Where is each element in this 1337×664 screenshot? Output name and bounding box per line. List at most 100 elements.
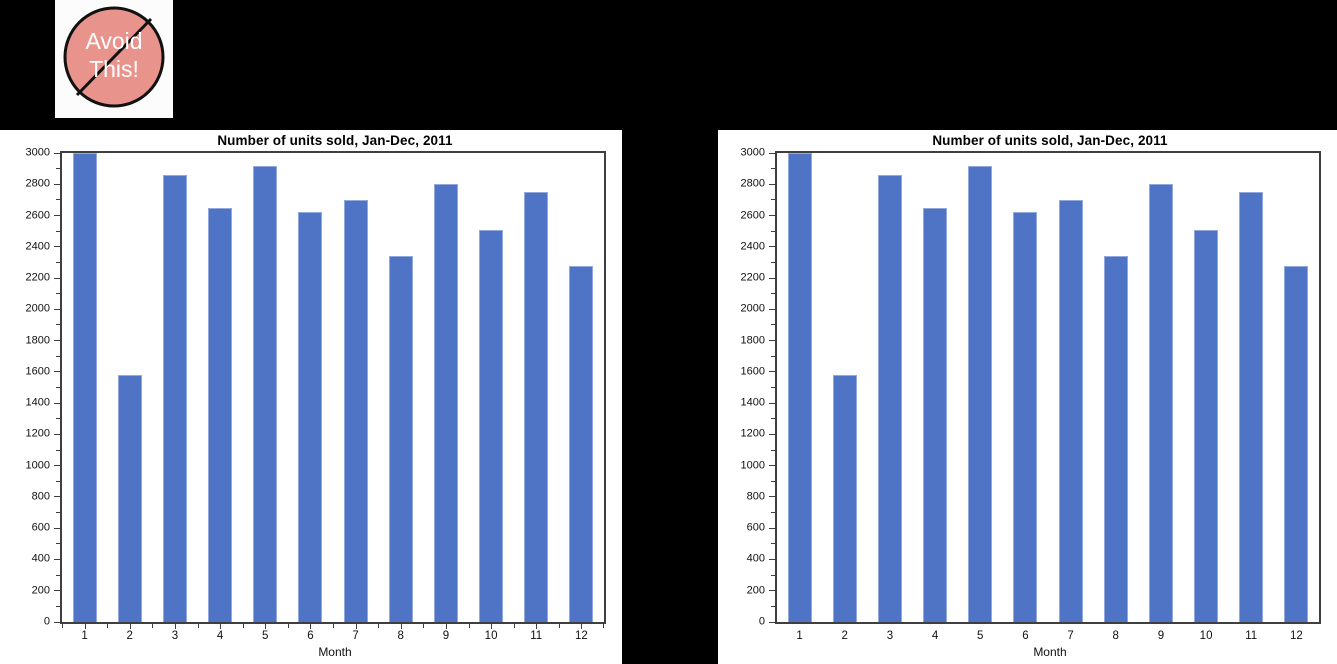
y-axis-tick-label: 2600 [740, 209, 765, 222]
y-axis-tick-label: 2000 [740, 302, 765, 315]
bar-month-12 [1284, 265, 1309, 622]
y-axis-tick [54, 621, 60, 623]
y-axis-tick [54, 465, 60, 467]
y-axis-tick-label: 1200 [740, 427, 765, 440]
x-axis-minor-tick [242, 624, 244, 628]
bar-month-1 [787, 153, 812, 622]
bar-month-8 [1103, 256, 1128, 622]
x-axis-tick-label: 9 [1157, 630, 1165, 642]
y-axis-tick-label: 1400 [740, 396, 765, 409]
y-axis-tick [56, 261, 60, 263]
x-axis-minor-tick [152, 624, 154, 628]
bar-month-4 [923, 207, 948, 622]
x-axis-minor-tick [513, 624, 515, 628]
x-axis-tick-label: 8 [397, 630, 404, 642]
bar-month-9 [1148, 184, 1173, 622]
bar-month-9 [433, 184, 458, 622]
y-axis-tick [54, 433, 60, 435]
y-axis-tick [54, 590, 60, 592]
y-axis-tick-label: 600 [31, 521, 50, 534]
y-axis-tick-label: 3000 [25, 146, 50, 159]
x-axis-major-tick [355, 624, 357, 629]
y-axis-tick [771, 574, 775, 576]
y-axis-tick-label: 0 [758, 615, 765, 628]
y-axis-tick [769, 402, 775, 404]
y-axis-tick [771, 480, 775, 482]
bar-month-1 [72, 153, 97, 622]
y-axis-tick [54, 246, 60, 248]
y-axis-tick [771, 199, 775, 201]
x-axis-tick-label: 3 [171, 630, 179, 642]
chart-panel-left: Number of units sold, Jan-Dec, 2011 0 200… [0, 130, 622, 664]
y-axis-tick [54, 558, 60, 560]
x-axis-minor-tick [197, 624, 199, 628]
y-axis-tick [56, 324, 60, 326]
y-axis-tick [54, 308, 60, 310]
x-axis-title: Month [318, 645, 352, 659]
y-axis-tick [54, 277, 60, 279]
y-axis-tick [56, 543, 60, 545]
y-axis-tick [769, 340, 775, 342]
y-axis-tick [771, 605, 775, 607]
x-axis-tick-label: 7 [352, 630, 359, 642]
x-axis-tick-label: 12 [575, 630, 588, 642]
chart-panel-right: Number of units sold, Jan-Dec, 2011 0 200… [718, 130, 1337, 664]
x-axis-minor-tick [558, 624, 560, 628]
x-axis-major-tick [445, 624, 447, 629]
x-axis-tick-label: 10 [1199, 630, 1213, 642]
y-axis-tick [771, 543, 775, 545]
y-axis-tick [769, 621, 775, 623]
x-axis-tick-label: 7 [1067, 630, 1074, 642]
y-axis-tick [56, 480, 60, 482]
x-axis-title: Month [1033, 645, 1067, 659]
stamp-text-line2: This! [89, 56, 139, 82]
x-axis-major-tick [310, 624, 312, 629]
x-axis-minor-tick [378, 624, 380, 628]
bar-month-4 [208, 207, 233, 622]
bar-month-5 [253, 165, 278, 622]
bar-month-10 [1194, 229, 1219, 622]
x-axis-minor-tick [333, 624, 334, 628]
bar-month-10 [479, 229, 504, 622]
x-axis-tick-label: 12 [1290, 630, 1303, 642]
x-axis-tick-label: 2 [841, 630, 848, 642]
plot-area: 0 200 400 600 800 1000 1200 1400 1600 1800 2000 220… [26, 147, 606, 642]
y-axis-tick [56, 168, 60, 170]
no-symbol-icon: Avoid This! [63, 6, 165, 108]
y-axis-tick [56, 512, 60, 514]
x-axis-major-tick [400, 624, 402, 629]
y-axis-tick [771, 387, 775, 388]
y-axis-tick [56, 293, 60, 295]
y-axis-tick-label: 1600 [740, 365, 765, 378]
y-axis-tick-label: 3000 [740, 146, 765, 159]
bar-month-7 [343, 199, 368, 622]
avoid-this-stamp: Avoid This! [55, 0, 173, 118]
bar-month-12 [569, 265, 594, 622]
y-axis-tick-label: 2600 [25, 209, 50, 222]
y-axis-tick-label: 400 [31, 552, 50, 565]
y-axis-tick-label: 2000 [25, 302, 50, 315]
x-axis-minor-tick [62, 624, 63, 628]
x-axis-tick-label: 4 [931, 630, 939, 642]
y-axis-tick [56, 418, 60, 420]
y-axis-tick [771, 168, 775, 170]
y-axis-tick-label: 200 [31, 584, 50, 597]
x-axis-minor-tick [468, 624, 470, 628]
y-axis-tick-label: 1000 [25, 459, 50, 472]
plot-area: 0 200 400 600 800 1000 1200 1400 1600 1800 2000 220… [741, 147, 1321, 642]
bar-month-2 [832, 375, 857, 622]
x-axis-tick-label: 4 [216, 630, 224, 642]
y-axis-tick-label: 600 [746, 521, 765, 534]
x-axis-tick-label: 11 [1245, 630, 1258, 642]
y-axis-tick-label: 800 [31, 490, 50, 503]
y-axis-tick [769, 433, 775, 435]
y-axis-tick-label: 2400 [740, 240, 765, 253]
bar-month-3 [162, 174, 187, 622]
y-axis-tick [54, 183, 60, 185]
x-axis-tick-label: 8 [1112, 630, 1119, 642]
bar-month-8 [388, 256, 413, 622]
x-axis-major-tick [265, 624, 267, 629]
bar-month-11 [524, 192, 549, 622]
chart-title: Number of units sold, Jan-Dec, 2011 [932, 133, 1168, 148]
bar-month-6 [298, 212, 323, 622]
